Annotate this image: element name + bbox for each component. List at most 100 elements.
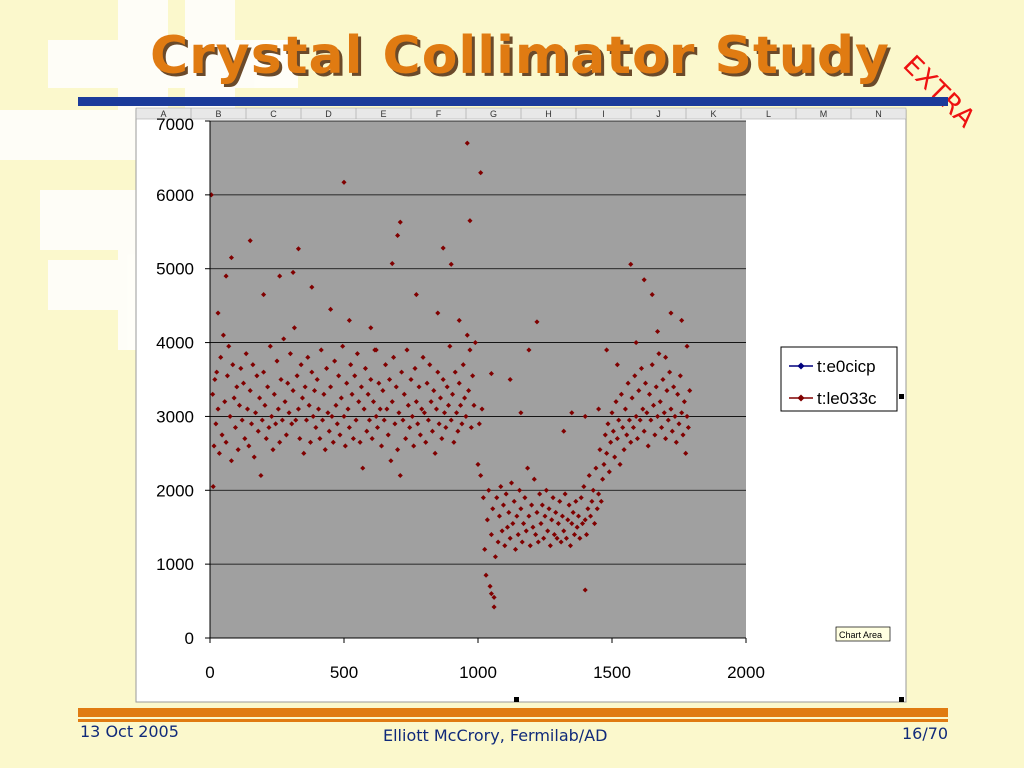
data-point <box>582 517 588 523</box>
data-point <box>360 465 366 471</box>
column-header-m[interactable]: M <box>820 109 828 119</box>
data-point <box>361 406 367 412</box>
data-point <box>618 391 624 397</box>
data-point <box>640 406 646 412</box>
data-point <box>342 443 348 449</box>
y-tick-labels: 0 1000 2000 3000 4000 5000 6000 7000 <box>156 115 194 648</box>
plot-area[interactable] <box>210 121 746 638</box>
column-header-b[interactable]: B <box>215 109 221 119</box>
data-point <box>594 506 600 512</box>
data-point <box>439 436 445 442</box>
data-point <box>223 439 229 445</box>
data-point <box>602 432 608 438</box>
data-point <box>616 417 622 423</box>
data-point <box>483 572 489 578</box>
data-point <box>244 406 251 412</box>
data-point <box>435 369 441 375</box>
y-tick-label-2000: 2000 <box>156 481 194 500</box>
column-header-n[interactable]: N <box>875 109 882 119</box>
data-point <box>454 410 460 416</box>
data-point <box>330 439 336 445</box>
legend[interactable]: t:e0cicp t:le033c <box>780 346 898 412</box>
data-point <box>215 310 221 316</box>
data-point <box>456 317 462 323</box>
data-point <box>345 406 351 412</box>
data-point <box>630 424 636 431</box>
data-point <box>673 439 679 445</box>
data-point <box>274 358 280 364</box>
data-point <box>337 432 343 438</box>
gridlines <box>210 120 746 565</box>
selection-handle-bottom[interactable] <box>514 697 519 702</box>
data-point <box>295 246 301 252</box>
data-point <box>596 406 602 412</box>
data-point <box>362 365 368 371</box>
data-point <box>223 273 229 279</box>
data-point <box>230 362 236 368</box>
data-point <box>675 391 681 397</box>
column-header-c[interactable]: C <box>270 109 277 119</box>
data-point <box>275 406 281 412</box>
data-point <box>496 513 502 519</box>
column-header-k[interactable]: K <box>710 109 716 119</box>
data-point <box>583 532 590 538</box>
data-point <box>445 402 452 408</box>
data-point <box>242 436 248 442</box>
data-point <box>500 502 507 508</box>
data-point <box>578 495 584 501</box>
data-point <box>336 373 342 379</box>
x-tick-label-500: 500 <box>330 663 358 682</box>
data-point <box>440 376 446 383</box>
data-point <box>269 413 275 419</box>
data-point <box>341 413 347 419</box>
data-point <box>495 539 501 545</box>
data-point <box>447 343 453 349</box>
data-point <box>297 436 303 442</box>
data-point <box>452 369 458 375</box>
column-header-d[interactable]: D <box>325 109 332 119</box>
data-point <box>299 395 306 401</box>
data-point <box>427 362 433 368</box>
data-point <box>354 351 360 357</box>
data-point <box>388 458 394 464</box>
data-point <box>409 413 415 419</box>
selection-handle-right[interactable] <box>899 394 904 399</box>
column-header-f[interactable]: F <box>436 109 442 119</box>
data-point <box>443 424 449 431</box>
data-point <box>621 447 627 453</box>
data-point <box>644 410 650 416</box>
column-header-g[interactable]: G <box>490 109 497 119</box>
column-header-j[interactable]: J <box>656 109 661 119</box>
data-point <box>227 413 233 419</box>
data-point <box>628 439 634 445</box>
selection-handle-corner[interactable] <box>899 697 904 702</box>
data-point <box>382 362 389 368</box>
column-header-l[interactable]: L <box>766 109 771 119</box>
y-tick-label-0: 0 <box>185 629 194 648</box>
data-point <box>305 354 311 360</box>
data-point <box>549 517 555 523</box>
data-point <box>405 402 411 408</box>
data-point <box>348 362 354 368</box>
data-point <box>328 306 334 312</box>
data-point <box>659 424 665 431</box>
column-header-a[interactable]: A <box>160 109 166 119</box>
data-point <box>322 447 328 453</box>
data-point <box>451 439 457 445</box>
data-point <box>455 428 461 434</box>
legend-label-series-1: t:e0cicp <box>817 357 876 376</box>
data-point <box>667 369 673 375</box>
column-header-h[interactable]: H <box>545 109 552 119</box>
data-point <box>574 524 580 530</box>
data-point <box>352 373 358 379</box>
data-point <box>391 354 397 360</box>
data-point <box>403 436 409 442</box>
data-point <box>344 380 350 386</box>
column-header-i[interactable]: I <box>602 109 605 119</box>
data-point <box>527 543 533 549</box>
data-point <box>525 465 531 471</box>
column-header-e[interactable]: E <box>380 109 386 119</box>
data-point <box>444 384 450 390</box>
data-point <box>490 506 496 512</box>
